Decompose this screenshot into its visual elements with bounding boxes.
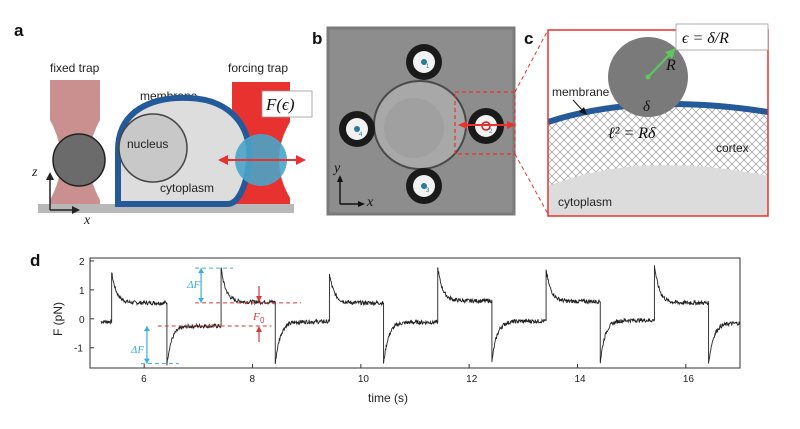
panel-letter-d: d — [30, 251, 40, 270]
cytoplasm-label-c: cytoplasm — [558, 195, 612, 209]
bead-label-3: 3 — [426, 188, 430, 194]
force-annotations: ΔF F 0 ΔF — [130, 267, 302, 365]
y-axis-title: F (pN) — [51, 302, 65, 336]
oscillation-arrow-left — [458, 121, 467, 129]
x-tick-label: 8 — [250, 374, 256, 385]
panel-a: a fixed trap forcing trap membrane nucle… — [14, 21, 313, 228]
force-arrow-head-left — [218, 155, 228, 165]
x-tick-label: 14 — [575, 374, 587, 385]
dF-top-arrow-head — [198, 297, 205, 303]
y-tick-label: 1 — [79, 286, 85, 297]
F0-label: F — [252, 311, 260, 323]
x-tick-label: 6 — [141, 374, 147, 385]
trace-segment — [653, 266, 710, 306]
trace-segment — [100, 319, 113, 325]
cell-interior — [384, 98, 444, 158]
trace-segment — [437, 267, 493, 305]
x-tick-label: 10 — [358, 374, 370, 385]
trace-segment — [545, 270, 601, 305]
trace-segment — [328, 274, 384, 307]
force-label: F(ϵ) — [265, 95, 295, 114]
panel-c: c R δ ϵ = δ/R membrane ℓ² = Rδ cortex cy… — [524, 23, 769, 217]
panel-b: b 1 2 3 4 — [312, 26, 516, 216]
dF-bottom-arrow-head — [143, 358, 150, 364]
delta-label: δ — [643, 99, 651, 115]
radius-arrow-head — [665, 48, 676, 59]
F0-subscript: 0 — [260, 316, 265, 325]
trace-segment — [599, 317, 655, 364]
F0-arrow-top — [256, 296, 262, 302]
trace-segment — [383, 319, 439, 364]
bead-label-1: 1 — [426, 64, 430, 70]
panel-letter-c: c — [524, 29, 533, 48]
bead-bottom: 3 — [406, 168, 442, 204]
membrane-label-c: membrane — [552, 85, 610, 99]
x-axis-label-b: x — [366, 195, 374, 210]
zoom-box — [454, 91, 516, 155]
bead-top: 1 — [406, 44, 442, 80]
cortex-label: cortex — [716, 141, 749, 155]
microscopy-vignette — [326, 26, 516, 216]
radius-arrow — [647, 51, 673, 78]
trace-segment — [274, 318, 330, 364]
y-tick-label: 2 — [79, 257, 85, 268]
y-tick-label: 0 — [79, 315, 85, 326]
F0-arrow-bottom — [256, 326, 262, 333]
cytoplasm-region — [548, 165, 768, 216]
force-label-box — [261, 90, 313, 118]
dF-bottom-label: ΔF — [130, 344, 144, 356]
panel-letter-a: a — [14, 21, 24, 40]
z-axis-arrow — [46, 172, 54, 180]
fixed-bead — [52, 133, 106, 187]
bead-left: 4 — [339, 111, 375, 147]
y-tick-label: -1 — [74, 344, 83, 355]
z-axis-label: z — [31, 165, 38, 180]
strain-equation-box — [675, 23, 769, 51]
length-equation: ℓ² = Rδ — [608, 125, 656, 142]
nucleus-label: nucleus — [127, 137, 168, 151]
x-axis-b-arrow — [358, 201, 365, 207]
substrate — [38, 204, 294, 213]
bead-label-4: 4 — [359, 132, 363, 138]
dF-top-label: ΔF — [186, 279, 200, 291]
panel-letter-b: b — [312, 29, 322, 48]
dF-bottom-arrow-tail — [143, 326, 150, 332]
membrane-pointer-head — [579, 107, 587, 115]
fixed-trap-label: fixed trap — [50, 61, 100, 75]
y-axis-b-arrow — [337, 175, 343, 182]
cytoplasm-label-a: cytoplasm — [160, 181, 214, 195]
force-arrow-head-right — [296, 155, 306, 165]
y-axis-label-b: y — [332, 161, 341, 176]
trace-segment — [166, 322, 222, 366]
forcing-trap-label: forcing trap — [228, 61, 288, 75]
bead-center — [645, 74, 651, 80]
trace-segment — [111, 272, 168, 307]
force-trace — [100, 265, 741, 366]
bead-label-2: 2 — [489, 129, 493, 135]
trace-segment — [491, 317, 547, 362]
plot-area — [89, 257, 741, 369]
x-axis-arrow — [72, 206, 80, 214]
zoom-connector-top — [514, 29, 549, 93]
x-tick-label: 12 — [466, 374, 478, 385]
nucleus — [118, 113, 188, 183]
zoom-connector-bottom — [514, 153, 549, 215]
trace-segment — [220, 267, 276, 306]
radius-label: R — [665, 57, 676, 74]
x-axis-label-a: x — [83, 213, 91, 228]
trace-segment — [708, 320, 741, 363]
dF-top-arrow-tail — [198, 268, 205, 274]
x-tick-label: 16 — [683, 374, 695, 385]
x-axis-title: time (s) — [368, 391, 408, 405]
strain-equation: ϵ = δ/R — [682, 30, 729, 47]
oscillation-arrow-right — [507, 121, 516, 129]
panel-c-frame — [547, 29, 769, 217]
